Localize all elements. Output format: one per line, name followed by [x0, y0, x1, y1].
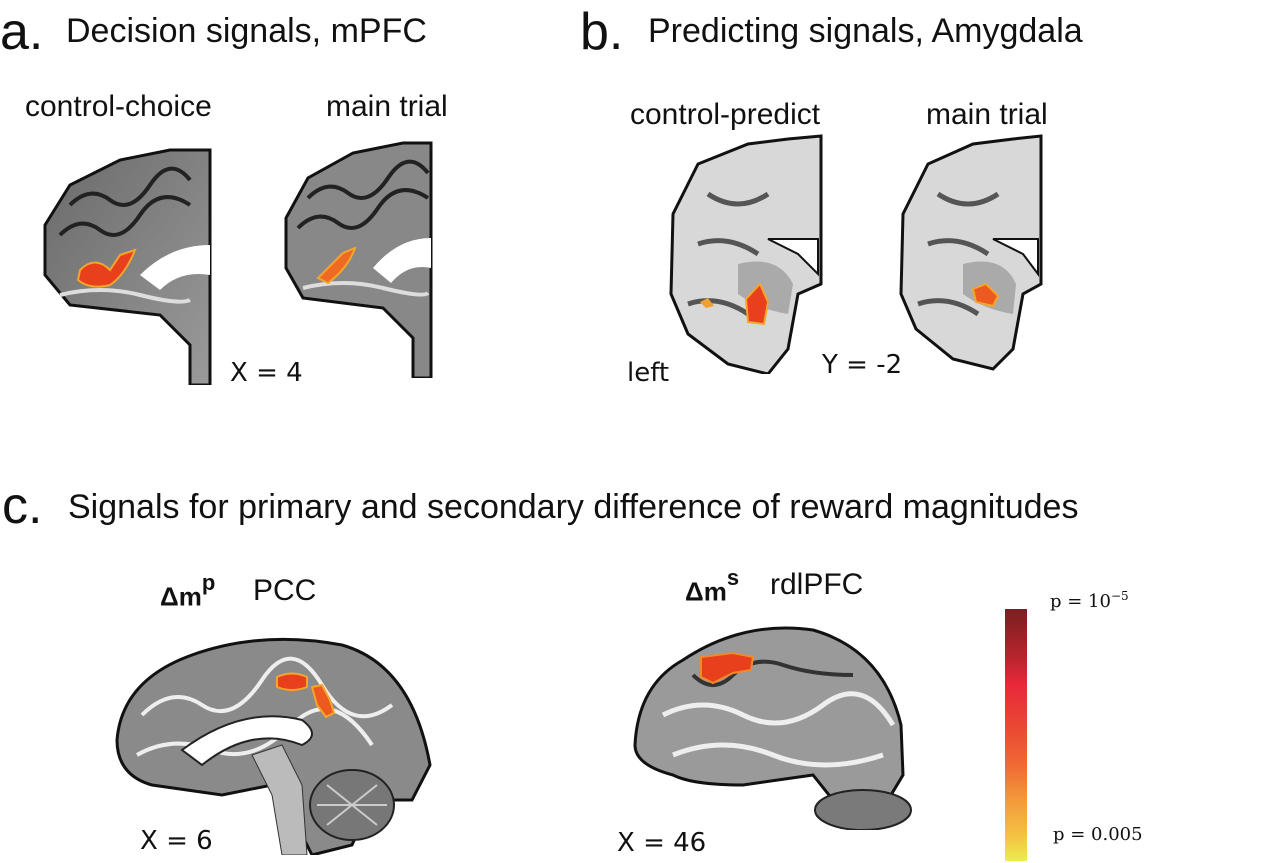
brain-slice-a-control-choice — [40, 145, 215, 385]
brain-slice-c-rdlpfc — [633, 615, 913, 830]
panel-c-view2-region: rdlPFC — [770, 568, 864, 601]
colorbar-bottom-label: p = 0.005 — [1053, 824, 1143, 845]
panel-b-coordinate: Y = -2 — [822, 350, 903, 380]
panel-a-view1-label: control-choice — [25, 90, 212, 123]
panel-c-view2-symbol: Δms — [685, 565, 740, 607]
brain-slice-c-pcc — [112, 625, 432, 855]
panel-c-letter: c. — [2, 477, 43, 535]
panel-a-coordinate: X = 4 — [230, 358, 303, 388]
panel-b-side-label: left — [627, 358, 670, 388]
panel-a-title: Decision signals, mPFC — [66, 12, 427, 50]
panel-b-title: Predicting signals, Amygdala — [648, 12, 1083, 50]
panel-c-view1-region: PCC — [253, 574, 317, 607]
panel-c-title: Signals for primary and secondary differ… — [68, 488, 1079, 526]
brain-slice-b-main-trial — [898, 134, 1043, 374]
panel-a-view2-label: main trial — [326, 90, 448, 123]
panel-a-letter: a. — [0, 3, 44, 61]
panel-b-view2-label: main trial — [926, 98, 1048, 131]
panel-b-view1-label: control-predict — [630, 98, 821, 131]
brain-slice-a-main-trial — [283, 138, 433, 378]
panel-c-view2-coordinate: X = 46 — [617, 828, 707, 858]
panel-b-letter: b. — [580, 3, 624, 61]
brain-slice-b-control-predict — [668, 134, 823, 374]
p-value-colorbar — [1005, 609, 1027, 861]
panel-c-view1-coordinate: X = 6 — [140, 826, 213, 856]
panel-c-view1-symbol: Δmp — [160, 570, 216, 612]
colorbar-top-label: p = 10−5 — [1050, 589, 1129, 612]
